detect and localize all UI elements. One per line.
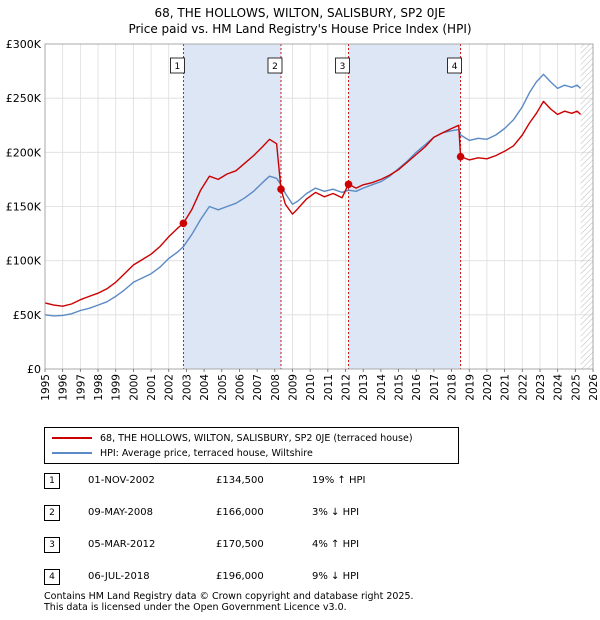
legend-item-property: 68, THE HOLLOWS, WILTON, SALISBURY, SP2 …: [52, 431, 413, 445]
x-tick-label: 2015: [394, 374, 406, 401]
x-tick-label: 1995: [40, 374, 52, 401]
sale-price: £166,000: [216, 507, 264, 518]
plot-frame: [44, 43, 594, 370]
x-tick-label: 2010: [305, 374, 317, 401]
sale-price: £196,000: [216, 571, 264, 582]
x-tick-label: 2005: [217, 374, 229, 401]
y-tick-label: £150K: [6, 201, 42, 214]
x-tick-label: 1998: [93, 374, 105, 401]
x-tick-label: 2006: [234, 374, 246, 401]
x-tick-label: 2001: [146, 374, 158, 401]
sale-number: 3: [44, 537, 60, 553]
sale-hpi-diff: 9% ↓ HPI: [312, 571, 360, 582]
sale-price: £134,500: [216, 475, 264, 486]
sale-point: [179, 219, 188, 228]
sale-point: [344, 180, 353, 189]
shaded-range: [348, 44, 461, 369]
x-tick-label: 2002: [164, 374, 176, 401]
footer-copyright: Contains HM Land Registry data © Crown c…: [44, 591, 414, 602]
chart-title: 68, THE HOLLOWS, WILTON, SALISBURY, SP2 …: [154, 6, 446, 20]
shaded-range: [183, 44, 281, 369]
legend-label-hpi: HPI: Average price, terraced house, Wilt…: [100, 447, 313, 459]
y-tick-label: £200K: [6, 146, 42, 159]
x-tick-label: 2016: [411, 374, 423, 401]
forecast-hatch: [580, 44, 593, 369]
sale-date: 09-MAY-2008: [88, 507, 154, 518]
sale-number: 2: [44, 505, 60, 521]
sale-hpi-diff: 19% ↑ HPI: [312, 475, 366, 486]
footer-licence: This data is licensed under the Open Gov…: [44, 602, 347, 613]
y-tick-label: £300K: [6, 38, 42, 51]
x-tick-label: 2022: [517, 374, 529, 401]
sale-date: 06-JUL-2018: [88, 571, 150, 582]
sale-label-box: [447, 57, 462, 74]
price-chart: 1 2 3 4 £0 £50K £100K £150K £200K £250K £300K 199…: [6, 38, 600, 401]
x-tick-label: 2025: [570, 374, 582, 401]
legend-item-hpi: HPI: Average price, terraced house, Wilt…: [52, 446, 313, 460]
legend-label-property: 68, THE HOLLOWS, WILTON, SALISBURY, SP2 …: [100, 432, 413, 444]
x-tick-label: 2019: [464, 374, 476, 401]
x-tick-label: 2026: [588, 374, 600, 401]
y-tick-label: £50K: [13, 309, 42, 322]
footer: Contains HM Land Registry data © Crown c…: [44, 591, 414, 613]
x-tick-label: 2020: [482, 374, 494, 401]
y-tick-label: £100K: [6, 255, 42, 268]
x-tick-label: 2012: [341, 374, 353, 401]
sale-label: 1: [175, 62, 181, 72]
legend: 68, THE HOLLOWS, WILTON, SALISBURY, SP2 …: [44, 427, 459, 464]
table-row: 2 09-MAY-2008 £166,000 3% ↓ HPI: [44, 505, 404, 521]
sale-number: 1: [44, 473, 60, 489]
sale-point: [456, 152, 465, 161]
x-tick-label: 2009: [287, 374, 299, 401]
sale-hpi-diff: 4% ↑ HPI: [312, 539, 360, 550]
x-tick-label: 1997: [75, 374, 87, 401]
sale-date: 01-NOV-2002: [88, 475, 155, 486]
y-tick-label: £0: [27, 363, 41, 376]
legend-swatch-hpi: [52, 452, 92, 454]
sale-label: 2: [272, 62, 278, 72]
x-tick-label: 1999: [111, 374, 123, 401]
x-tick-label: 2017: [429, 374, 441, 401]
y-tick-label: £250K: [6, 92, 42, 105]
sale-point: [277, 185, 285, 193]
sale-label-box: [267, 57, 283, 74]
property-price-line: [44, 100, 582, 307]
x-tick-label: 2018: [447, 374, 459, 401]
hpi-line: [44, 73, 582, 317]
legend-swatch-property: [52, 437, 92, 439]
sale-label-box: [170, 57, 185, 74]
sale-price: £170,500: [216, 539, 264, 550]
table-row: 4 06-JUL-2018 £196,000 9% ↓ HPI: [44, 569, 404, 585]
x-tick-label: 2003: [181, 374, 193, 401]
x-tick-label: 2014: [376, 374, 388, 401]
x-tick-label: 2021: [500, 374, 512, 401]
sale-label-box: [335, 57, 350, 74]
sale-number: 4: [44, 569, 60, 585]
table-row: 1 01-NOV-2002 £134,500 19% ↑ HPI: [44, 473, 404, 489]
sale-label: 4: [452, 62, 458, 72]
x-tick-label: 2007: [252, 374, 264, 401]
sale-label: 3: [340, 62, 346, 72]
x-tick-label: 2000: [128, 374, 140, 401]
sale-hpi-diff: 3% ↓ HPI: [312, 507, 360, 518]
sale-date: 05-MAR-2012: [88, 539, 156, 550]
x-tick-label: 2004: [199, 374, 211, 401]
table-row: 3 05-MAR-2012 £170,500 4% ↑ HPI: [44, 537, 404, 553]
x-tick-label: 1996: [58, 374, 70, 401]
x-tick-label: 2013: [358, 374, 370, 401]
x-tick-label: 2011: [323, 374, 335, 401]
chart-subtitle: Price paid vs. HM Land Registry's House …: [128, 22, 472, 36]
x-tick-label: 2024: [553, 374, 565, 401]
x-tick-label: 2023: [535, 374, 547, 401]
x-tick-label: 2008: [270, 374, 282, 401]
